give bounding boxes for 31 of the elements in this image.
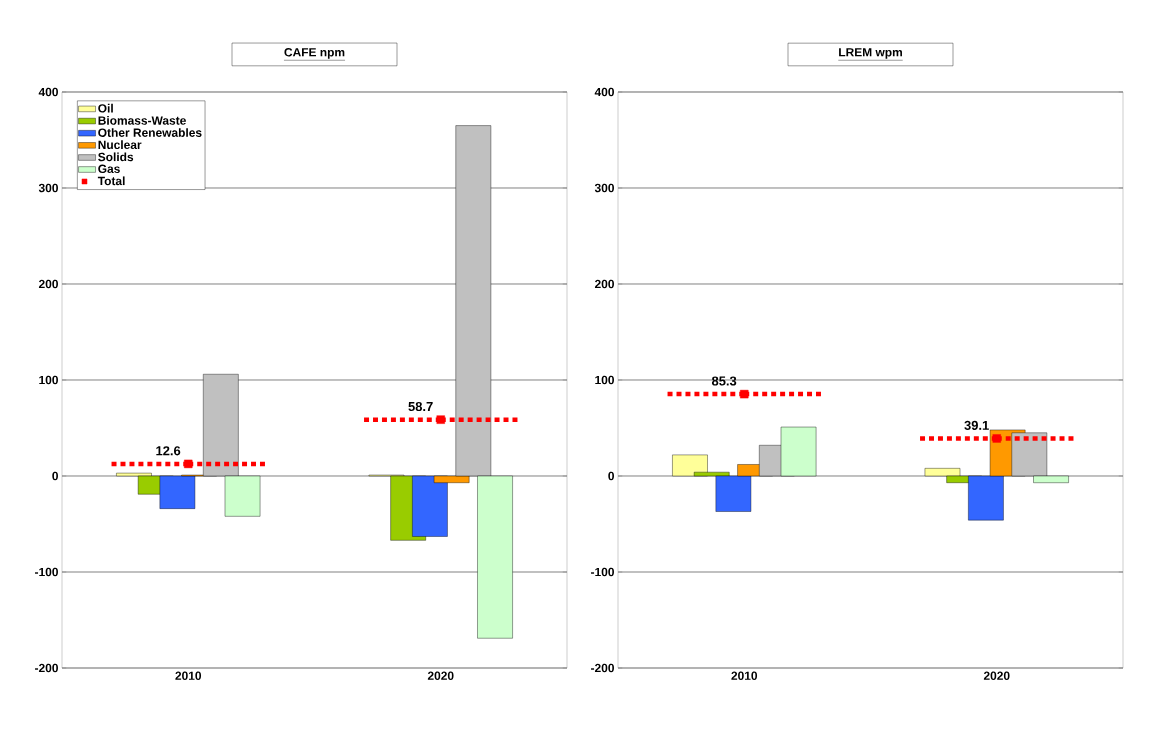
legend-label: Oil bbox=[98, 103, 113, 113]
y-tick-label: 100 bbox=[595, 375, 614, 385]
x-tick-label: 2020 bbox=[427, 671, 454, 680]
legend-label: Biomass-Waste bbox=[98, 115, 186, 125]
data-label: 58.7 bbox=[408, 401, 433, 412]
legend-label: Solids bbox=[98, 152, 134, 162]
x-tick-label: 2010 bbox=[731, 671, 758, 680]
legend-label: Gas bbox=[98, 164, 120, 174]
x-tick-label: 2010 bbox=[175, 671, 202, 680]
y-tick-label: -100 bbox=[591, 567, 614, 577]
legend-label: Other Renewables bbox=[98, 128, 202, 137]
x-tick-label: 2020 bbox=[983, 671, 1010, 680]
y-tick-label: 0 bbox=[52, 471, 58, 481]
y-tick-label: 200 bbox=[38, 279, 58, 289]
legend-label: Total bbox=[97, 176, 125, 186]
chart-title: LREM wpm bbox=[839, 48, 902, 59]
y-tick-label: -200 bbox=[591, 663, 614, 673]
y-tick-label: 400 bbox=[38, 87, 58, 97]
y-tick-label: -200 bbox=[35, 663, 58, 673]
data-label: 85.3 bbox=[711, 376, 737, 386]
y-tick-label: 100 bbox=[39, 375, 58, 385]
chart-title: CAFE npm bbox=[284, 48, 345, 59]
data-label: 39.1 bbox=[964, 420, 989, 430]
y-tick-label: 300 bbox=[38, 183, 58, 193]
y-tick-label: 200 bbox=[594, 279, 614, 289]
y-tick-label: 400 bbox=[594, 87, 614, 97]
y-tick-label: 300 bbox=[594, 183, 614, 193]
data-label: 12.6 bbox=[156, 446, 181, 456]
legend-label: Nuclear bbox=[98, 140, 142, 150]
y-tick-label: 0 bbox=[608, 471, 614, 481]
y-tick-label: -100 bbox=[35, 567, 58, 577]
